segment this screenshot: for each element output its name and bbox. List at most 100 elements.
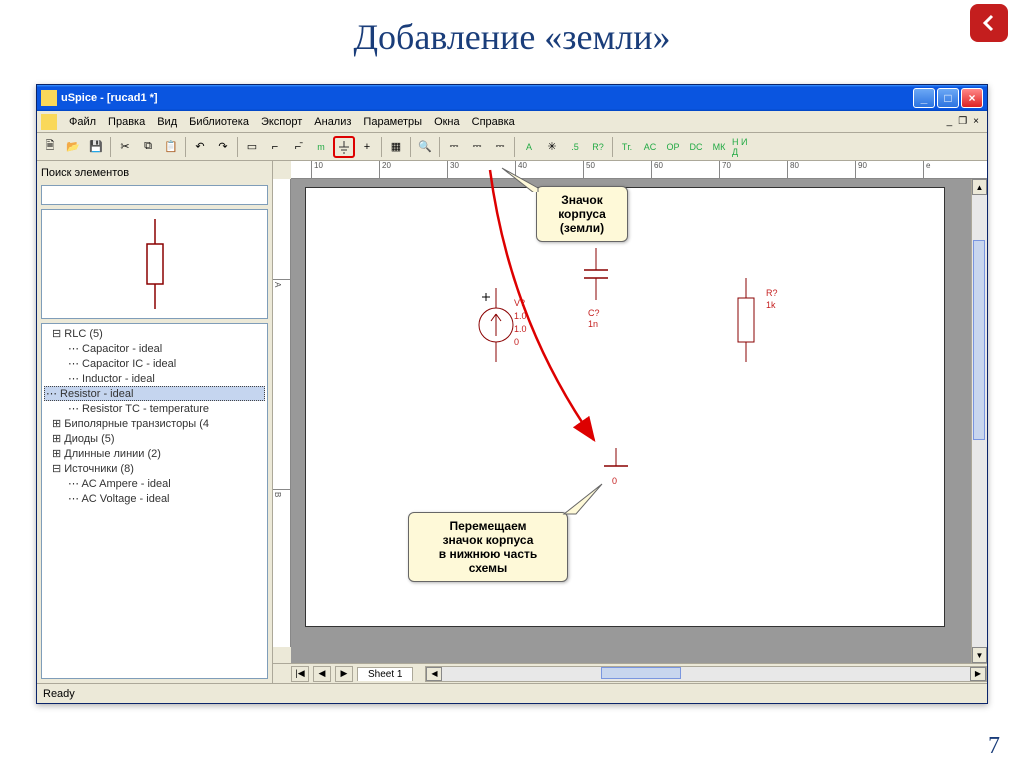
tree-group[interactable]: ⊞ Биполярные транзисторы (4 [44,416,265,431]
toolbar-signal-hi[interactable]: ⌐̄ [287,136,309,158]
scroll-down-button[interactable]: ▼ [972,647,987,663]
tree-item[interactable]: ⋯ Inductor - ideal [44,371,265,386]
tree-item[interactable]: ⋯ AC Voltage - ideal [44,491,265,506]
tree-group[interactable]: ⊞ Длинные линии (2) [44,446,265,461]
menu-Экспорт[interactable]: Экспорт [255,114,308,130]
scroll-right-button[interactable]: ▶ [970,667,986,681]
sheet-prev[interactable]: ◀ [313,666,331,682]
window-title: uSpice - [rucad1 *] [61,92,913,104]
toolbar-gear[interactable]: ✳ [541,136,563,158]
toolbar-A[interactable]: A [518,136,540,158]
toolbar-plus[interactable]: + [356,136,378,158]
menu-Параметры[interactable]: Параметры [357,114,428,130]
menu-Правка[interactable]: Правка [102,114,151,130]
svg-text:0: 0 [612,476,617,486]
component-tree[interactable]: ⊟ RLC (5)⋯ Capacitor - ideal⋯ Capacitor … [41,323,268,679]
tree-item[interactable]: ⋯ Capacitor IC - ideal [44,356,265,371]
voltage-source-component: V? 1.0 1.0 0 [479,288,527,362]
toolbar-probe2[interactable]: ⎓ [466,136,488,158]
toolbar-zoom[interactable]: 🔍 [414,136,436,158]
svg-text:1.0: 1.0 [514,324,527,334]
toolbar-mk[interactable]: МК [708,136,730,158]
toolbar-open[interactable]: 📂 [62,136,84,158]
svg-text:1n: 1n [588,319,598,329]
toolbar-s[interactable]: .5 [564,136,586,158]
tree-item[interactable]: ⋯ Capacitor - ideal [44,341,265,356]
chevron-left-icon [979,13,999,33]
scroll-left-button[interactable]: ◀ [426,667,442,681]
sheet-first[interactable]: |◀ [291,666,309,682]
sheet-tabs: |◀ ◀ ▶ Sheet 1 ◀ ▶ [273,663,987,683]
toolbar-cut[interactable]: ✂ [114,136,136,158]
toolbar-copy[interactable]: ⧉ [137,136,159,158]
vscroll-thumb[interactable] [973,240,985,440]
back-button[interactable] [970,4,1008,42]
app-icon [41,90,57,106]
close-button[interactable]: × [961,88,983,108]
toolbar-op[interactable]: OP [662,136,684,158]
toolbar-redo[interactable]: ↷ [212,136,234,158]
toolbar-tg[interactable]: Тг. [616,136,638,158]
callout-move-ground: Перемещаемзначок корпусав нижнюю частьсх… [408,512,568,582]
tree-item[interactable]: ⋯ AC Ampere - ideal [44,476,265,491]
toolbar-grid[interactable]: ▦ [385,136,407,158]
schematic-page[interactable]: V? 1.0 1.0 0 C? 1n [305,187,945,627]
menu-Анализ[interactable]: Анализ [308,114,357,130]
minimize-button[interactable]: _ [913,88,935,108]
toolbar: 🗎📂💾✂⧉📋↶↷▭⌐⌐̄m+▦🔍⎓⎓⎓A✳.5R?Тг.ACOPDCМКН И … [37,133,987,161]
svg-text:C?: C? [588,308,600,318]
callout-ground-icon: Значоккорпуса(земли) [536,186,628,242]
menu-Окна[interactable]: Окна [428,114,466,130]
toolbar-m[interactable]: m [310,136,332,158]
menu-Вид[interactable]: Вид [151,114,183,130]
mdi-close[interactable]: × [973,116,979,127]
doc-icon [41,114,57,130]
page-number: 7 [988,733,1000,760]
toolbar-save[interactable]: 💾 [85,136,107,158]
tree-item[interactable]: ⋯ Resistor TC - temperature [44,401,265,416]
sheet-next[interactable]: ▶ [335,666,353,682]
tree-item[interactable]: ⋯ Resistor - ideal [44,386,265,401]
menu-Файл[interactable]: Файл [63,114,102,130]
ground-component: 0 [604,448,628,486]
mdi-restore[interactable]: ❐ [958,116,967,127]
toolbar-probe3[interactable]: ⎓ [489,136,511,158]
toolbar-new[interactable]: 🗎 [39,136,61,158]
toolbar-ground[interactable] [333,136,355,158]
schematic-svg: V? 1.0 1.0 0 C? 1n [306,188,946,628]
svg-text:V?: V? [514,298,525,308]
menubar: ФайлПравкаВидБиблиотекаЭкспортАнализПара… [37,111,987,133]
tree-group[interactable]: ⊟ RLC (5) [44,326,265,341]
toolbar-ac[interactable]: AC [639,136,661,158]
svg-text:1.0: 1.0 [514,311,527,321]
toolbar-R?[interactable]: R? [587,136,609,158]
horizontal-scrollbar[interactable]: ◀ ▶ [425,666,987,682]
scroll-up-button[interactable]: ▲ [972,179,987,195]
svg-text:1k: 1k [766,300,776,310]
canvas-area: 102030405060708090e AB V? 1.0 [273,161,987,683]
toolbar-undo[interactable]: ↶ [189,136,211,158]
app-window: uSpice - [rucad1 *] _ □ × ФайлПравкаВидБ… [36,84,988,704]
search-label: Поиск элементов [41,165,268,181]
sheet-tab[interactable]: Sheet 1 [357,667,413,681]
titlebar: uSpice - [rucad1 *] _ □ × [37,85,987,111]
toolbar-arrow[interactable]: ▭ [241,136,263,158]
hscroll-thumb[interactable] [601,667,681,679]
toolbar-na[interactable]: Н И Д [731,136,753,158]
resistor-component: R? 1k [738,278,778,362]
toolbar-dc[interactable]: DC [685,136,707,158]
menu-Библиотека[interactable]: Библиотека [183,114,255,130]
toolbar-paste[interactable]: 📋 [160,136,182,158]
tree-group[interactable]: ⊞ Диоды (5) [44,431,265,446]
tree-group[interactable]: ⊟ Источники (8) [44,461,265,476]
component-preview [41,209,268,319]
canvas[interactable]: V? 1.0 1.0 0 C? 1n [291,179,987,663]
vertical-scrollbar[interactable]: ▲ ▼ [971,179,987,663]
maximize-button[interactable]: □ [937,88,959,108]
svg-text:R?: R? [766,288,778,298]
mdi-minimize[interactable]: _ [947,116,953,127]
menu-Справка[interactable]: Справка [466,114,521,130]
toolbar-signal-lo[interactable]: ⌐ [264,136,286,158]
toolbar-probe1[interactable]: ⎓ [443,136,465,158]
search-input[interactable] [41,185,268,205]
